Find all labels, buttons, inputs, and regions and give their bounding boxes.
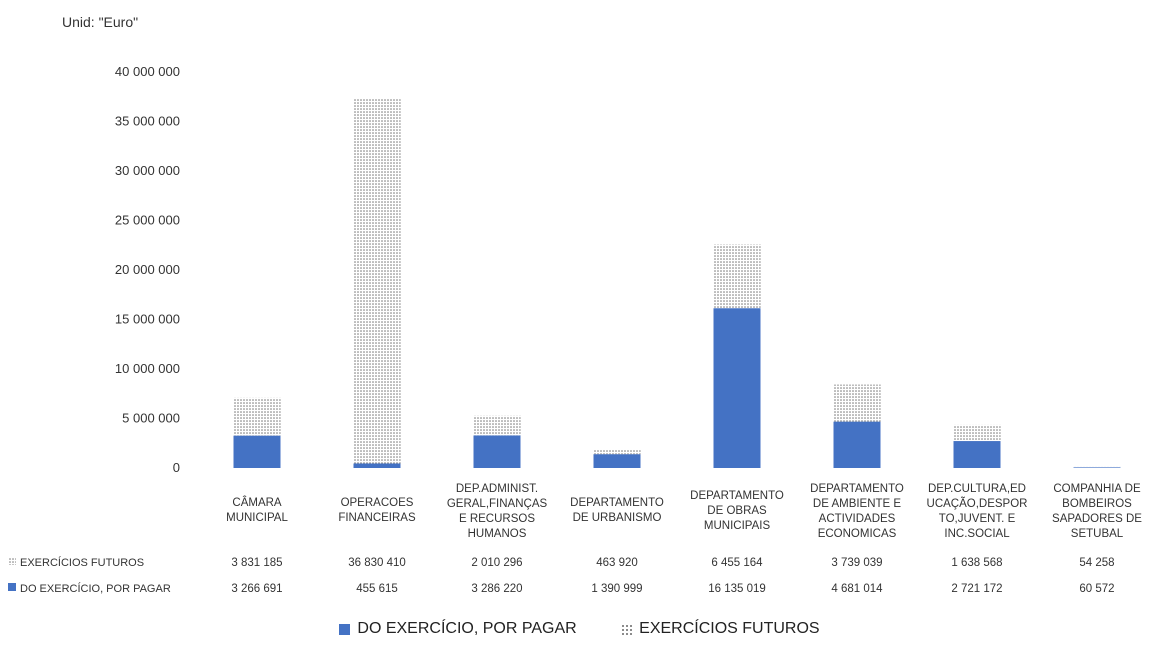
table-row-label: DO EXERCÍCIO, POR PAGAR <box>20 582 171 595</box>
legend-label-do-exercicio: DO EXERCÍCIO, POR PAGAR <box>357 620 577 637</box>
table-cell-value: 1 390 999 <box>591 583 642 595</box>
table-cell-value: 4 681 014 <box>831 583 883 595</box>
bar-do-exercicio <box>953 441 1001 468</box>
y-tick-label: 25 000 000 <box>115 213 180 228</box>
stacked-bar-chart: 0 5 000 000 10 000 000 15 000 000 20 000 000… <box>8 64 1142 595</box>
table-cell-value: 2 010 296 <box>471 557 522 569</box>
bar-do-exercicio <box>833 421 881 468</box>
category-label: DEPARTAMENTO DE OBRAS MUNICIPAIS <box>690 490 784 532</box>
y-tick-label: 40 000 000 <box>115 64 180 79</box>
category-label: DEP.ADMINIST. GERAL,FINANÇAS E RECURSOS HUM… <box>447 483 548 540</box>
table-cell-value: 36 830 410 <box>348 557 406 569</box>
bar-exercicios-futuros <box>473 415 521 436</box>
bar-exercicios-futuros <box>593 449 641 455</box>
table-marker-solid <box>8 583 16 591</box>
category-label: CÂMARA MUNICIPAL <box>226 496 288 524</box>
category-label: DEPARTAMENTO DE URBANISMO <box>570 497 664 524</box>
y-tick-label: 0 <box>173 460 180 475</box>
table-cell-value: 16 135 019 <box>708 583 766 595</box>
table-cell-value: 3 739 039 <box>831 557 882 569</box>
table-cell-value: 3 831 185 <box>231 557 282 569</box>
bar-exercicios-futuros <box>953 424 1001 442</box>
legend: DO EXERCÍCIO, POR PAGAR EXERCÍCIOS FUTUR… <box>0 620 1159 640</box>
unit-label: Unid: "Euro" <box>62 14 139 30</box>
legend-swatch-solid <box>339 623 351 635</box>
y-axis: 0 5 000 000 10 000 000 15 000 000 20 000 000… <box>115 64 180 475</box>
category-label: DEPARTAMENTO DE AMBIENTE E ACTIVIDADES ECON… <box>810 483 904 540</box>
bar-do-exercicio <box>353 463 401 468</box>
y-tick-label: 35 000 000 <box>115 114 180 129</box>
data-table: EXERCÍCIOS FUTUROS 3 831 185 36 830 410 2 0… <box>8 556 1115 595</box>
bar-exercicios-futuros <box>353 98 401 464</box>
bar-exercicios-futuros <box>233 397 281 436</box>
bar-do-exercicio <box>593 454 641 468</box>
legend-swatch-dotted <box>621 623 633 635</box>
table-cell-value: 463 920 <box>596 557 638 569</box>
table-cell-value: 60 572 <box>1079 583 1114 595</box>
bar-exercicios-futuros <box>1073 466 1121 468</box>
category-label: COMPANHIA DE BOMBEIROS SAPADORES DE SETUBAL <box>1052 483 1142 540</box>
legend-item-do-exercicio: DO EXERCÍCIO, POR PAGAR <box>339 620 577 638</box>
bar-do-exercicio <box>713 308 761 468</box>
y-tick-label: 15 000 000 <box>115 312 180 327</box>
table-row-label: EXERCÍCIOS FUTUROS <box>20 556 144 569</box>
bar-do-exercicio <box>1073 467 1121 468</box>
legend-item-exercicios-futuros: EXERCÍCIOS FUTUROS <box>621 620 820 638</box>
bar-do-exercicio <box>233 435 281 468</box>
bar-do-exercicio <box>473 435 521 468</box>
bars-group <box>233 98 1121 468</box>
category-labels: CÂMARA MUNICIPAL OPERACOES FINANCEIRAS DEP.A… <box>226 483 1142 540</box>
legend-label-exercicios-futuros: EXERCÍCIOS FUTUROS <box>639 620 820 637</box>
category-label: OPERACOES FINANCEIRAS <box>338 497 416 524</box>
y-tick-label: 30 000 000 <box>115 163 180 178</box>
table-cell-value: 3 266 691 <box>231 583 282 595</box>
table-cell-value: 54 258 <box>1079 557 1114 569</box>
table-cell-value: 455 615 <box>356 583 398 595</box>
bar-exercicios-futuros <box>713 244 761 309</box>
table-marker-dotted <box>8 557 16 565</box>
bar-exercicios-futuros <box>833 384 881 422</box>
table-cell-value: 6 455 164 <box>711 557 763 569</box>
y-tick-label: 20 000 000 <box>115 262 180 277</box>
y-tick-label: 5 000 000 <box>122 411 180 426</box>
table-cell-value: 3 286 220 <box>471 583 522 595</box>
table-cell-value: 1 638 568 <box>951 557 1002 569</box>
y-tick-label: 10 000 000 <box>115 361 180 376</box>
table-cell-value: 2 721 172 <box>951 583 1002 595</box>
